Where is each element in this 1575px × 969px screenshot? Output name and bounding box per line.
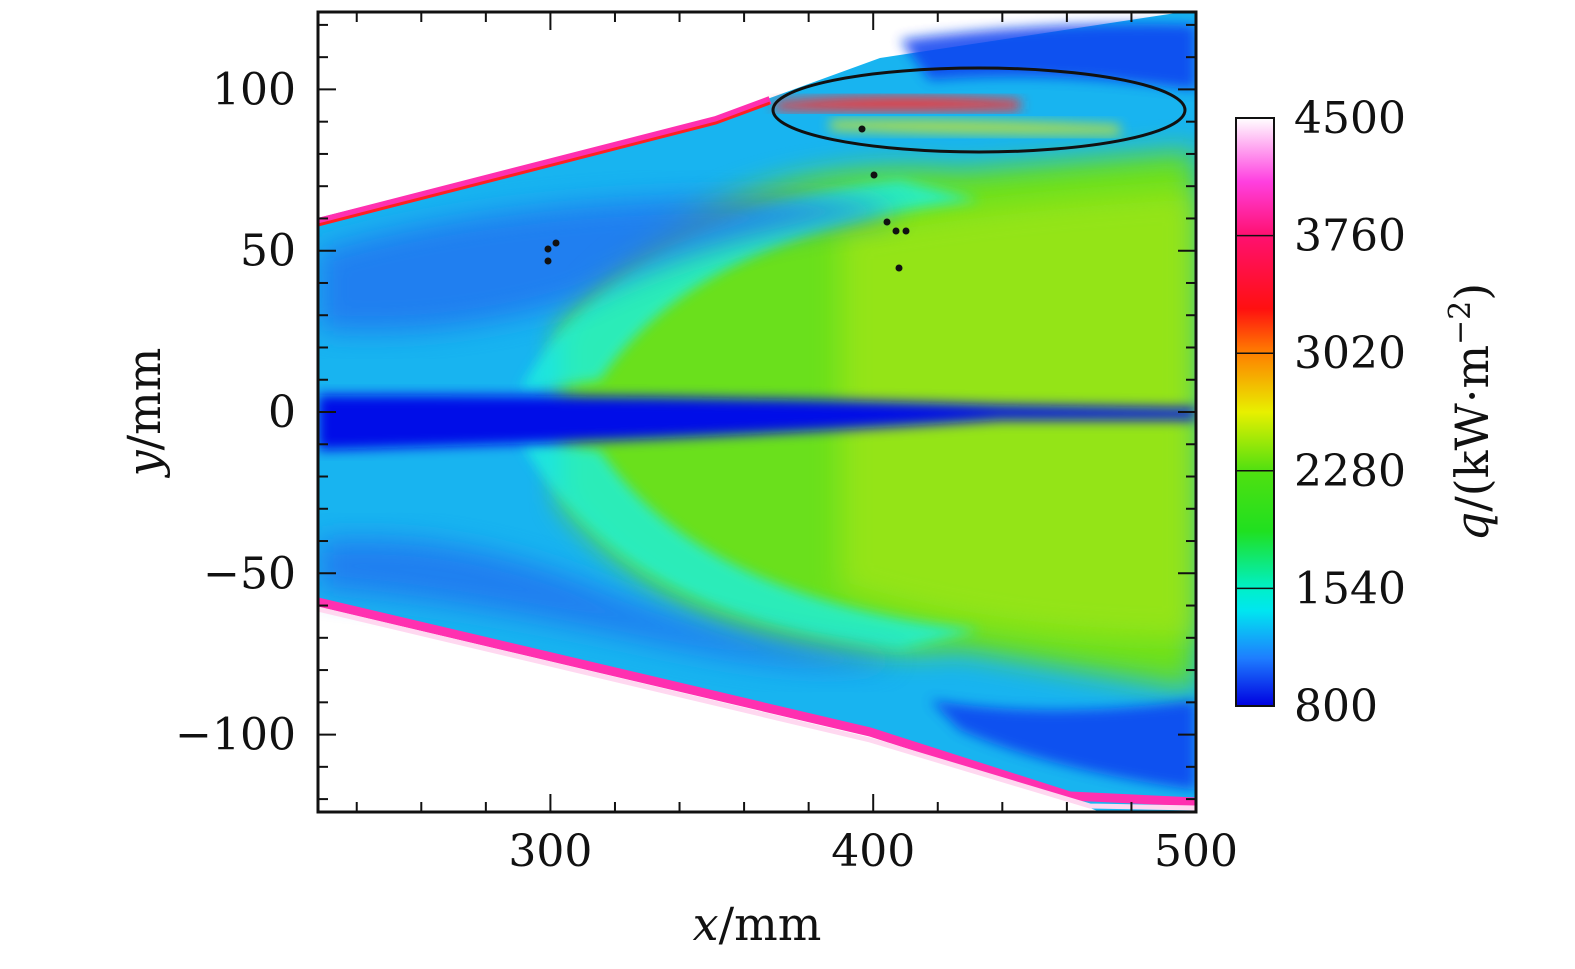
edge-lower	[318, 597, 1196, 807]
heatmap-field	[318, 12, 1196, 812]
colorbar-tick-label: 4500	[1294, 93, 1406, 144]
cyan-band-lower	[520, 440, 980, 650]
blue-lobe-lower	[318, 538, 900, 667]
blue-lobe-upper	[318, 197, 900, 332]
colorbar-label: q/(kW·m−2)	[1443, 283, 1499, 541]
blue-corner-top	[900, 24, 1196, 90]
edge-upper	[318, 96, 772, 226]
edge-upper-core	[318, 101, 771, 227]
highlight-ellipse	[771, 66, 1187, 154]
x-axis: 300 400 500	[355, 12, 1238, 877]
colorbar-ticks: 800 1540 2280 3020 3760 4500	[1236, 93, 1406, 732]
shock-streak-yellow	[830, 119, 1120, 135]
colorbar	[1235, 117, 1275, 707]
y-axis: −100 −50 0 50 100	[175, 23, 1196, 801]
colorbar-tick-label: 1540	[1294, 563, 1406, 614]
colorbar-tick-label: 2280	[1294, 446, 1406, 497]
y-tick-label: 0	[268, 387, 296, 438]
blue-corner-bottom	[930, 700, 1196, 790]
y-tick-label: −50	[203, 548, 296, 599]
x-tick-label: 400	[831, 826, 915, 877]
y-axis-label: y/mm	[117, 348, 171, 479]
y-tick-label: −100	[175, 710, 296, 761]
x-tick-label: 300	[508, 826, 592, 877]
x-tick-label: 500	[1154, 826, 1238, 877]
shock-streak	[775, 96, 1020, 111]
y-tick-label: 50	[240, 226, 296, 277]
colorbar-tick-label: 3020	[1294, 328, 1406, 379]
x-axis-label: x/mm	[693, 897, 822, 951]
centerline-streak	[318, 395, 1196, 450]
y-tick-label: 100	[212, 64, 296, 115]
marker-dots	[544, 125, 910, 272]
edge-lower-white	[318, 606, 1196, 811]
colorbar-tick-label: 3760	[1294, 211, 1406, 262]
colorbar-tick-label: 800	[1294, 681, 1378, 732]
